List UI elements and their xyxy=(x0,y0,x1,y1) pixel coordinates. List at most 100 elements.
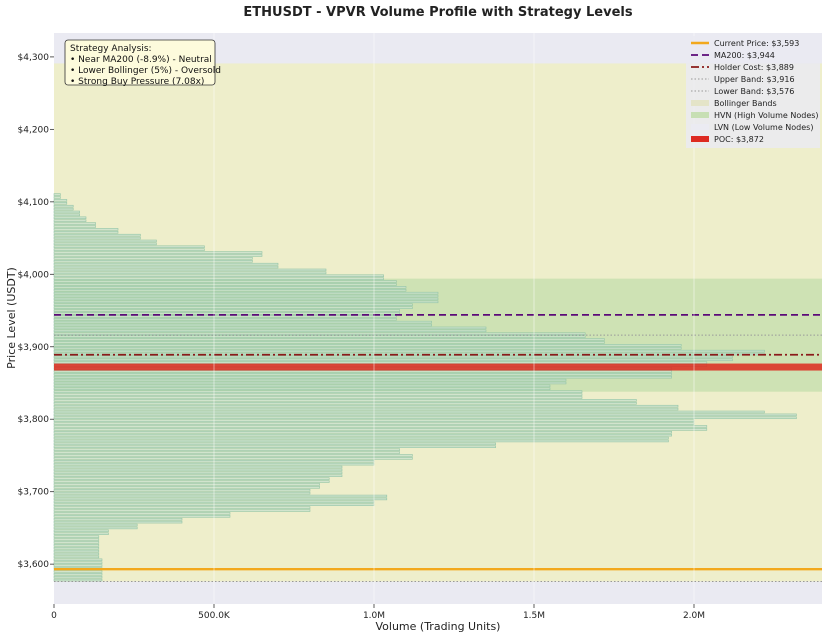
volume-bar xyxy=(53,546,100,550)
volume-bar xyxy=(53,396,583,399)
volume-bar xyxy=(53,468,343,472)
x-tick-label: 2.0M xyxy=(683,611,705,621)
volume-bar xyxy=(53,488,311,492)
volume-bar xyxy=(53,254,263,257)
volume-bar xyxy=(53,274,384,277)
volume-bar xyxy=(53,326,487,330)
watermark: @AI 看盘 xyxy=(720,605,783,622)
x-tick-label: 500.0K xyxy=(198,611,231,621)
legend-swatch-lvn xyxy=(691,124,709,130)
volume-bar xyxy=(53,532,109,535)
volume-bar xyxy=(53,361,708,364)
volume-bar xyxy=(53,506,311,509)
legend-label-current: Current Price: $3,593 xyxy=(714,39,799,48)
volume-bar xyxy=(53,471,343,475)
volume-bar xyxy=(53,474,343,477)
volume-bar xyxy=(53,517,183,521)
volume-bar xyxy=(53,393,583,396)
volume-bar xyxy=(53,515,231,518)
volume-bar xyxy=(53,297,439,301)
volume-bar xyxy=(53,309,400,312)
volume-bar xyxy=(53,204,74,208)
volume-bar xyxy=(53,239,157,243)
volume-bar xyxy=(53,439,669,443)
volume-bar xyxy=(53,445,496,449)
volume-bar xyxy=(53,442,496,446)
volume-bar xyxy=(53,402,637,405)
volume-bar xyxy=(53,564,103,567)
volume-bar xyxy=(53,561,103,564)
volume-bar xyxy=(53,483,320,486)
volume-bar xyxy=(53,370,672,373)
volume-bar xyxy=(53,436,669,440)
volume-bar xyxy=(53,242,157,246)
volume-bar xyxy=(53,207,74,211)
volume-bar xyxy=(53,578,103,582)
volume-bar xyxy=(53,231,119,234)
volume-bar xyxy=(53,558,103,562)
volume-bar xyxy=(53,283,397,286)
volume-bar xyxy=(53,312,400,315)
y-tick-label: $3,600 xyxy=(18,560,50,570)
volume-bar xyxy=(53,251,263,254)
volume-bar xyxy=(53,323,432,327)
volume-bar xyxy=(53,358,733,362)
y-tick-label: $4,200 xyxy=(18,125,50,135)
volume-bar xyxy=(53,448,400,451)
volume-bar xyxy=(53,480,330,483)
legend-label-upper: Upper Band: $3,916 xyxy=(714,75,795,84)
volume-bar xyxy=(53,425,708,428)
volume-bar xyxy=(53,268,327,272)
volume-bar xyxy=(53,497,388,501)
volume-bar xyxy=(53,277,384,280)
volume-bar xyxy=(53,286,407,289)
volume-bar xyxy=(53,451,400,454)
volume-bar xyxy=(53,213,80,217)
x-axis-label: Volume (Trading Units) xyxy=(376,620,501,633)
volume-bar xyxy=(53,378,567,382)
legend-swatch-bollinger xyxy=(691,100,709,106)
volume-bar xyxy=(53,338,605,341)
volume-bar xyxy=(53,300,439,304)
volume-bar xyxy=(53,329,487,333)
volume-bar xyxy=(53,317,397,321)
volume-bar xyxy=(53,199,68,202)
volume-bar xyxy=(53,538,100,541)
legend-label-hvn: HVN (High Volume Nodes) xyxy=(714,111,819,120)
legend-label-ma200: MA200: $3,944 xyxy=(714,51,775,60)
volume-bar xyxy=(53,196,61,199)
strategy-analysis-box: Strategy Analysis: • Near MA200 (-8.9%) … xyxy=(64,39,221,87)
volume-bar xyxy=(53,535,100,538)
volume-bar xyxy=(53,332,586,335)
volume-bar xyxy=(53,373,672,376)
volume-bar xyxy=(53,416,797,420)
y-tick-label: $4,100 xyxy=(18,198,50,208)
volume-bar xyxy=(53,509,311,512)
volume-bar xyxy=(53,228,119,231)
legend-label-bollinger: Bollinger Bands xyxy=(714,99,777,108)
volume-bar xyxy=(53,431,672,434)
volume-bar xyxy=(53,280,397,283)
y-tick-label: $3,800 xyxy=(18,415,50,425)
y-tick-label: $3,700 xyxy=(18,488,50,498)
volume-bar xyxy=(53,265,279,269)
legend-label-poc: POC: $3,872 xyxy=(714,135,764,144)
chart-title: ETHUSDT - VPVR Volume Profile with Strat… xyxy=(243,5,632,20)
y-tick-label: $3,900 xyxy=(18,343,50,353)
volume-bar xyxy=(53,457,413,460)
legend-label-lvn: LVN (Low Volume Nodes) xyxy=(714,123,813,132)
volume-bar xyxy=(53,219,87,222)
volume-bar xyxy=(53,387,551,391)
legend-label-lower: Lower Band: $3,576 xyxy=(714,87,794,96)
volume-bar xyxy=(53,523,138,527)
y-tick-label: $4,000 xyxy=(18,270,50,280)
volume-bar xyxy=(53,512,231,515)
legend: Current Price: $3,593 MA200: $3,944 Holder… xyxy=(686,36,820,148)
poc-bar xyxy=(54,363,822,371)
volume-bar xyxy=(53,381,567,385)
y-axis-ticks: $3,600 $3,700 $3,800 $3,900 $4,000 $4,100 $4,2… xyxy=(18,53,54,570)
volume-bar xyxy=(53,404,679,408)
volume-bar xyxy=(53,248,205,251)
x-tick-label: 1.5M xyxy=(523,611,545,621)
